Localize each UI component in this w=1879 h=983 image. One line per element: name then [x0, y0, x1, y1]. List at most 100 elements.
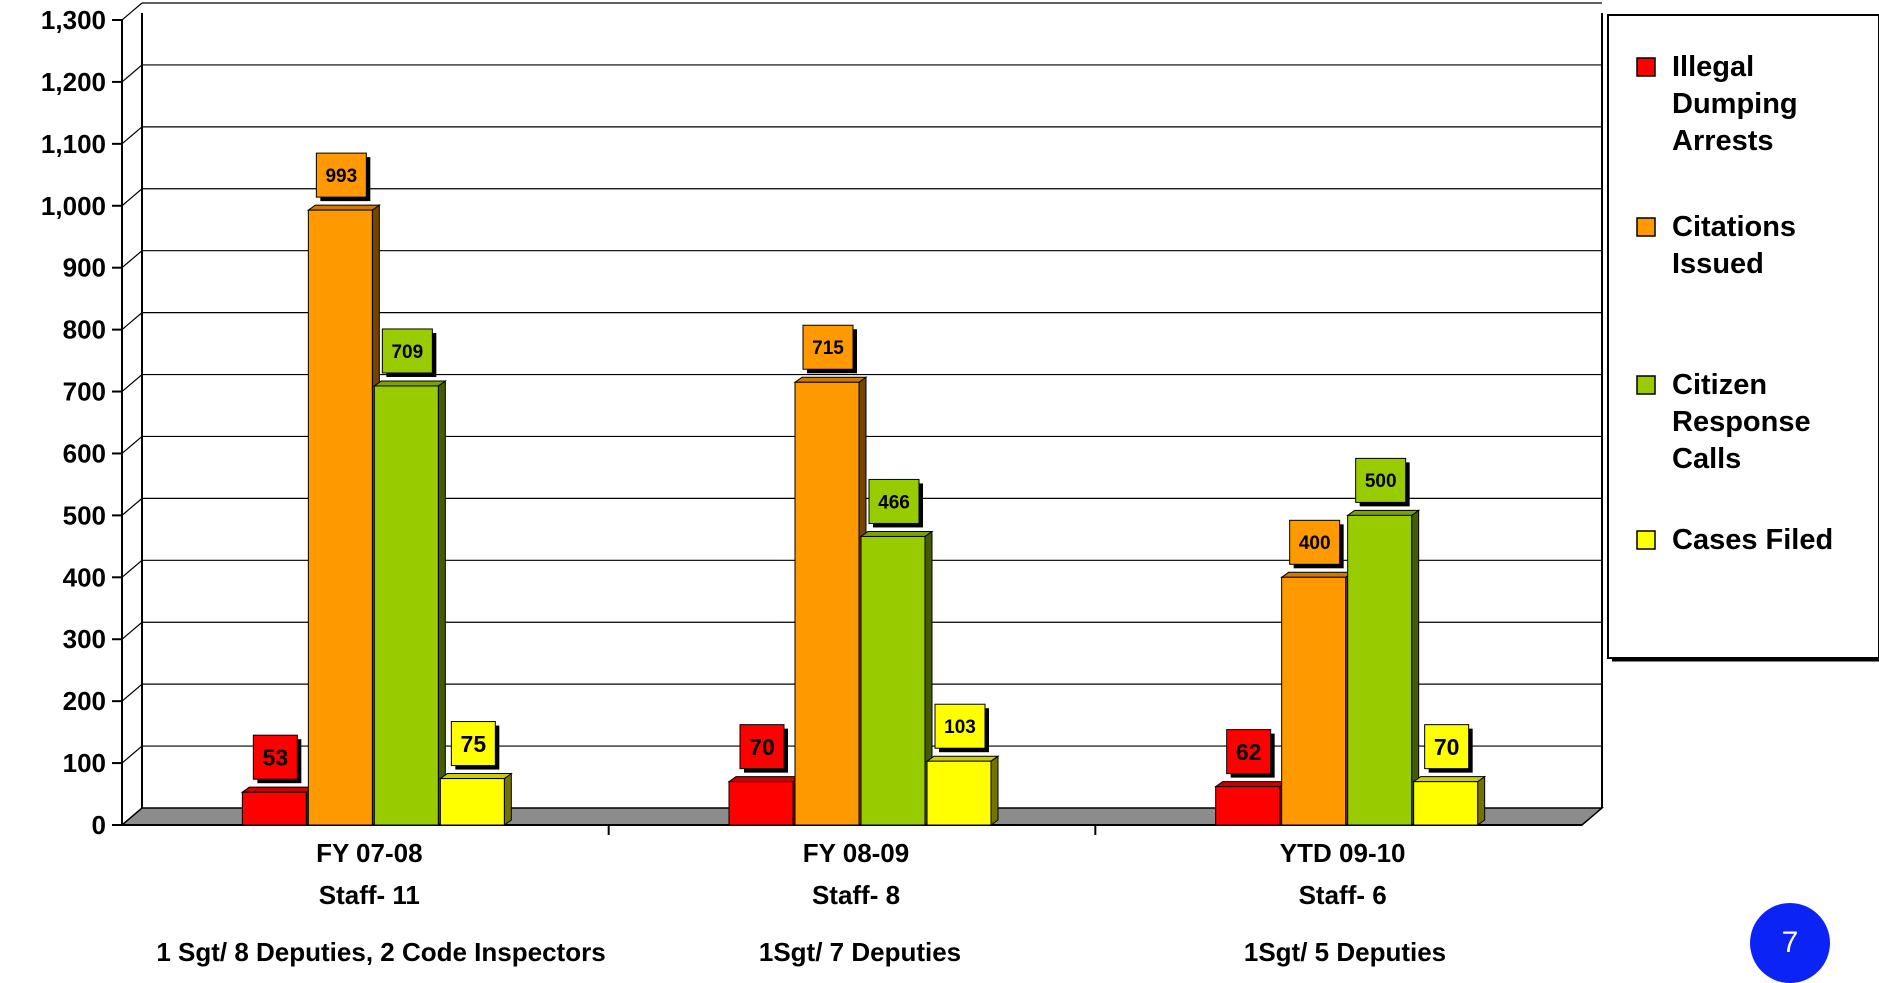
data-label: 400	[1299, 533, 1331, 554]
bar	[307, 209, 373, 826]
gridline-diagonal	[121, 683, 143, 702]
legend-entry-label: Illegal	[1672, 51, 1754, 83]
gridline-diagonal	[121, 621, 143, 640]
bar-top	[306, 204, 381, 211]
y-tick-label: 1,200	[41, 67, 106, 97]
legend-entry-label: Calls	[1672, 443, 1741, 475]
gridline-diagonal	[121, 2, 143, 21]
gridline-diagonal	[121, 188, 143, 207]
legend-swatch	[1636, 217, 1656, 237]
gridline-diagonal	[121, 745, 143, 764]
legend-box	[1607, 14, 1879, 659]
data-label-box	[1424, 724, 1470, 770]
data-label-box	[252, 734, 298, 780]
page-number-badge: 7	[1750, 903, 1830, 983]
bar-top	[240, 786, 315, 793]
bar	[1215, 786, 1281, 826]
gridline-diagonal	[121, 559, 143, 578]
y-tick-label: 400	[63, 562, 106, 592]
x-category-staffing-detail: 1Sgt/ 7 Deputies	[759, 937, 961, 967]
data-label-box	[868, 478, 920, 524]
bar	[860, 535, 926, 826]
gridline-diagonal	[121, 64, 143, 83]
bar-side	[503, 772, 512, 826]
legend-swatch	[1636, 530, 1656, 550]
bar-top	[438, 773, 513, 780]
gridline-diagonal	[121, 250, 143, 269]
bar	[373, 385, 439, 826]
data-label: 70	[1434, 734, 1460, 760]
legend-entry-label: Dumping	[1672, 88, 1798, 120]
bar-top	[859, 530, 934, 537]
y-tick-label: 200	[63, 686, 106, 716]
x-category-staffing-detail: 1Sgt/ 5 Deputies	[1244, 937, 1446, 967]
legend-entry-label: Issued	[1672, 248, 1764, 280]
data-label-box	[802, 324, 854, 370]
data-label-box	[934, 703, 986, 749]
data-label-box	[1289, 519, 1341, 565]
y-tick-label: 1,300	[41, 5, 106, 35]
x-category-staffing-detail: 1 Sgt/ 8 Deputies, 2 Code Inspectors	[156, 937, 605, 967]
bar	[794, 381, 860, 826]
data-label-box	[1355, 457, 1407, 503]
legend-entry-label: Citizen	[1672, 369, 1767, 401]
bar	[439, 778, 505, 826]
data-label: 53	[263, 744, 289, 770]
gridline-diagonal	[121, 374, 143, 392]
legend-swatch	[1636, 375, 1656, 395]
data-label: 62	[1236, 739, 1262, 765]
data-label-box	[450, 721, 496, 767]
x-category-staff-label: Staff- 11	[319, 880, 420, 910]
bar-top	[1214, 781, 1289, 788]
bar-top	[1280, 571, 1355, 578]
y-tick-label: 1,000	[41, 191, 106, 221]
x-category-label: FY 08-09	[803, 838, 909, 868]
gridline-diagonal	[121, 436, 143, 454]
data-label: 993	[325, 166, 357, 187]
data-label-box	[1226, 729, 1272, 775]
data-label: 75	[461, 731, 487, 757]
y-tick-label: 700	[63, 377, 106, 407]
x-axis-categories: FY 07-08 Staff- 11 FY 08-09 Staff- 8 YTD 09-…	[156, 838, 1446, 967]
bar-top	[727, 776, 802, 783]
legend-entry-label: Citations	[1672, 211, 1796, 243]
bar-side	[1411, 509, 1420, 826]
x-category-staff-label: Staff- 8	[812, 880, 900, 910]
bar-top	[793, 376, 868, 383]
y-tick-label: 800	[63, 315, 106, 345]
data-label: 466	[878, 492, 910, 513]
legend-swatch	[1636, 57, 1656, 77]
data-label: 709	[391, 342, 423, 363]
y-axis-ticks: 0 100 200 300 400 500 600 700 800 900 1,000 1,100 1,…	[41, 5, 122, 840]
y-tick-label: 600	[63, 438, 106, 468]
legend: Illegal Dumping Arrests Citations Issued Citi…	[1607, 14, 1879, 662]
legend-entry-label: Arrests	[1672, 125, 1774, 157]
y-tick-label: 100	[63, 748, 106, 778]
gridline-diagonal	[121, 312, 143, 331]
bar-side	[990, 755, 999, 826]
data-label-box	[739, 724, 785, 770]
y-tick-label: 1,100	[41, 129, 106, 159]
bar	[728, 781, 794, 826]
gridline-diagonal	[121, 497, 143, 516]
y-tick-label: 900	[63, 253, 106, 283]
x-category-staff-label: Staff- 6	[1299, 880, 1387, 910]
bar	[926, 760, 992, 826]
legend-entry-label: Response	[1672, 406, 1811, 438]
bar-top	[1412, 776, 1487, 783]
x-category-label: YTD 09-10	[1280, 838, 1406, 868]
data-label-box	[315, 152, 367, 198]
data-label-box	[381, 328, 433, 374]
bars	[240, 204, 1487, 826]
bar	[1413, 781, 1479, 826]
data-label: 715	[812, 338, 844, 359]
data-label: 70	[749, 734, 775, 760]
y-tick-label: 500	[63, 500, 106, 530]
y-tick-label: 300	[63, 624, 106, 654]
data-label: 103	[944, 717, 976, 738]
data-label: 500	[1365, 471, 1397, 492]
bar-side	[1477, 775, 1486, 826]
data-labels: 53 993 709 75 70 715 466 103 62 400 500 70	[252, 152, 1473, 784]
bar	[241, 791, 307, 826]
